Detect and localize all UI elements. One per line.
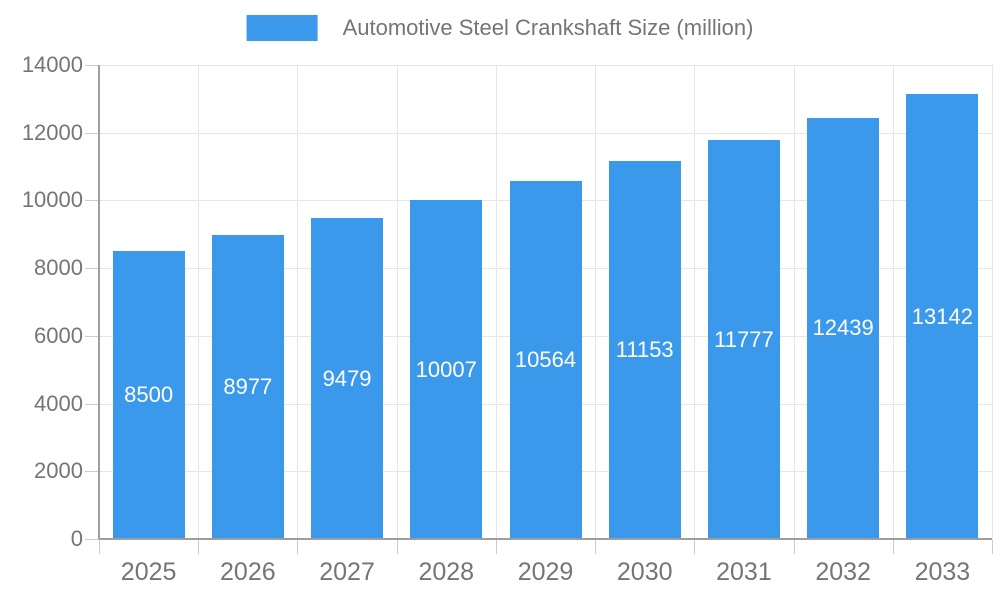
legend-label: Automotive Steel Crankshaft Size (millio…: [342, 15, 754, 40]
bar-value-label: 10564: [514, 347, 577, 373]
bar-value-label: 12439: [812, 315, 874, 341]
x-axis-tick-label: 2028: [418, 558, 475, 586]
bar-value-label: 9479: [322, 365, 372, 391]
x-axis-tick-label: 2026: [220, 558, 276, 586]
y-axis-tick: [85, 539, 99, 540]
bar: 10564: [509, 181, 582, 539]
gridline-vertical: [198, 65, 200, 539]
gridline-vertical: [992, 65, 993, 539]
plot-area: 8500 8977 9479 10007 10564 11153 11777 12439 131…: [85, 65, 993, 554]
x-axis-tick: [694, 540, 696, 554]
bar-value-label: 11777: [714, 326, 774, 352]
y-axis-tick-label: 4000: [34, 390, 83, 416]
legend[interactable]: Automotive Steel Crankshaft Size (millio…: [246, 15, 754, 41]
y-axis-tick-label: 12000: [21, 119, 83, 145]
x-axis-tick-label: 2032: [815, 558, 871, 586]
x-axis-line: [99, 538, 992, 540]
x-axis-tick: [198, 540, 200, 554]
y-axis-tick-label: 14000: [21, 52, 83, 77]
y-axis-tick: [85, 132, 99, 134]
gridline-vertical: [595, 65, 597, 539]
x-axis-tick: [892, 540, 894, 554]
x-axis-tick-label: 2029: [517, 558, 574, 586]
x-axis-tick: [793, 540, 795, 554]
gridline-vertical: [793, 65, 795, 539]
legend-swatch: [246, 15, 318, 41]
bar: 9479: [311, 218, 384, 539]
y-axis-tick-label: 0: [70, 526, 83, 551]
y-axis-tick-label: 6000: [34, 322, 83, 348]
bar: 8977: [211, 235, 284, 539]
y-axis-tick: [85, 335, 99, 337]
y-axis-tick-label: 8000: [34, 255, 83, 281]
x-axis-tick-label: 2031: [716, 558, 772, 586]
x-axis-tick: [297, 540, 299, 554]
bar-value-label: 10007: [415, 356, 477, 382]
bar: 11777: [707, 140, 780, 539]
gridline-vertical: [495, 65, 497, 539]
gridline-horizontal: [99, 65, 992, 66]
gridline-vertical: [694, 65, 696, 539]
y-axis-tick: [85, 65, 99, 66]
gridline-vertical: [396, 65, 398, 539]
bar-value-label: 11153: [615, 337, 674, 363]
y-axis-tick: [85, 200, 99, 202]
y-axis-tick-label: 2000: [34, 458, 83, 484]
x-axis-tick-label: 2033: [914, 558, 971, 586]
x-axis-tick: [99, 540, 100, 554]
gridline-vertical: [892, 65, 894, 539]
y-axis-tick: [85, 471, 99, 473]
bar-value-label: 8977: [223, 374, 273, 400]
bar: 8500: [112, 251, 185, 539]
gridline-vertical: [297, 65, 299, 539]
x-axis-tick: [595, 540, 597, 554]
bar: 11153: [608, 161, 681, 539]
x-axis-tick-label: 2027: [319, 558, 375, 586]
y-axis-tick: [85, 268, 99, 270]
x-axis-tick: [495, 540, 497, 554]
y-axis-line: [98, 65, 100, 539]
x-axis-tick: [992, 540, 993, 554]
bar-value-label: 13142: [911, 303, 973, 329]
y-axis-tick: [85, 403, 99, 405]
bar: 10007: [410, 200, 483, 539]
x-axis-tick-label: 2025: [120, 558, 177, 586]
bar: 12439: [807, 117, 880, 539]
x-axis-tick: [396, 540, 398, 554]
bar-value-label: 8500: [124, 382, 174, 408]
bar: 13142: [906, 94, 979, 539]
gridline-horizontal: [99, 132, 992, 134]
y-axis-tick-label: 10000: [21, 187, 83, 213]
x-axis-tick-label: 2030: [616, 558, 673, 586]
